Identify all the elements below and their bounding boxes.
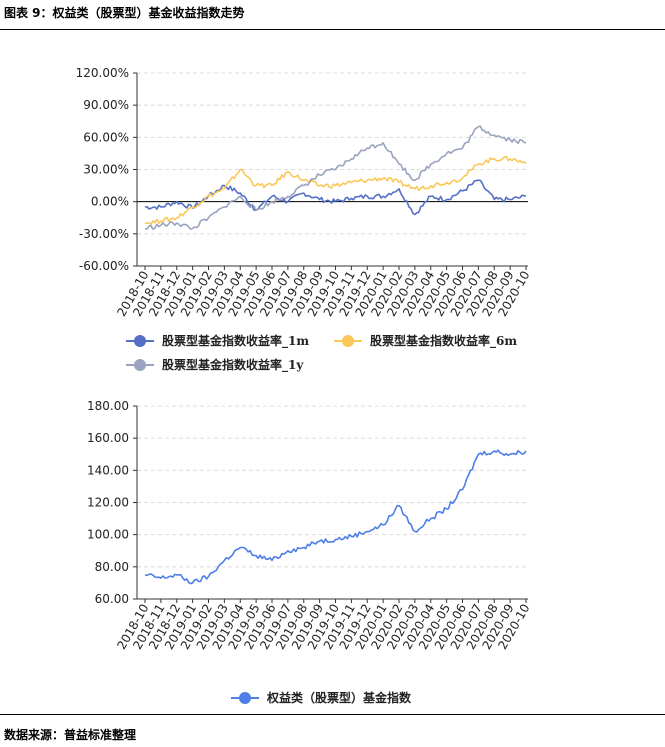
legend-swatch-dot [342, 335, 354, 347]
figure-title: 图表 9：权益类（股票型）基金收益指数走势 [4, 6, 245, 20]
y-tick-label: 180.00 [87, 399, 129, 413]
legend-swatch-dot [134, 335, 146, 347]
top-rule [0, 29, 665, 30]
y-tick-label: 160.00 [87, 431, 129, 445]
chart-returns: -60.00% -30.00% 0.00% 30.00% 60.00% 90.00% 120… [76, 66, 533, 373]
y-tick-label: 100.00 [87, 528, 129, 542]
y-tick-label: 80.00 [95, 560, 129, 574]
legend-swatch-dot [134, 359, 146, 371]
y-tick-label: 60.00% [83, 130, 129, 144]
y-tick-label: 120.00% [76, 66, 129, 80]
chart-index: 60.00 80.00 100.00 120.00 140.00 160.00 180.00… [87, 399, 533, 705]
y-tick-label: 30.00% [83, 163, 129, 177]
legend-label: 股票型基金指数收益率_6m [370, 333, 517, 349]
y-tick-label: 140.00 [87, 463, 129, 477]
y-tick-label: -30.00% [79, 227, 129, 241]
y-tick-label: 90.00% [83, 98, 129, 112]
legend-swatch-dot [239, 692, 251, 704]
series-line [144, 125, 527, 230]
legend-label: 股票型基金指数收益率_1m [162, 333, 309, 349]
bottom-rule [0, 714, 665, 715]
y-tick-label: 0.00% [91, 195, 129, 209]
source-note: 数据来源：普益标准整理 [4, 728, 137, 742]
legend-label: 股票型基金指数收益率_1y [162, 357, 304, 373]
y-tick-label: 120.00 [87, 496, 129, 510]
y-tick-label: 60.00 [95, 592, 129, 606]
legend-label: 权益类（股票型）基金指数 [266, 690, 412, 705]
series-line [144, 155, 527, 226]
y-tick-label: -60.00% [79, 259, 129, 273]
